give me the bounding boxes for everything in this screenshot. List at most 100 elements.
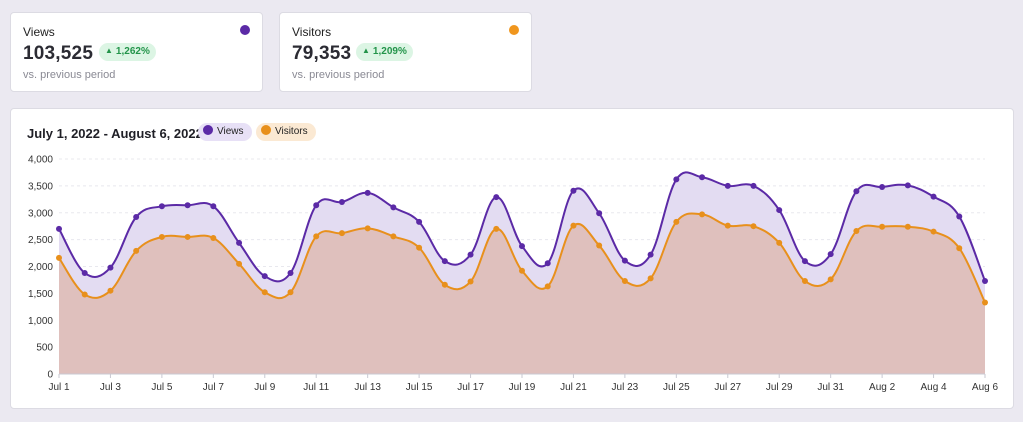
x-tick-label: Aug 2: [869, 382, 896, 393]
legend-visitors-toggle[interactable]: Visitors: [256, 123, 316, 141]
up-arrow-icon: ▲: [105, 46, 113, 55]
x-tick-label: Aug 4: [920, 382, 947, 393]
visitors-data-point: [133, 247, 140, 254]
views-data-point: [544, 260, 551, 267]
x-tick-label: Jul 13: [354, 382, 381, 393]
visitors-stat-label: Visitors: [292, 25, 332, 39]
visitors-color-dot: [509, 25, 519, 35]
x-tick-label: Jul 11: [303, 382, 329, 393]
visitors-data-point: [313, 233, 320, 240]
legend-views-toggle[interactable]: Views: [198, 123, 252, 141]
visitors-data-point: [853, 228, 860, 235]
visitors-stat-card: Visitors 79,353 ▲ 1,209% vs. previous per…: [279, 12, 532, 92]
x-tick-label: Jul 25: [663, 382, 690, 393]
visitors-data-point: [776, 239, 783, 246]
visitors-data-point: [647, 275, 654, 282]
views-data-point: [982, 278, 988, 285]
visitors-data-point: [544, 283, 551, 290]
x-tick-label: Jul 21: [560, 382, 587, 393]
y-tick-label: 500: [36, 343, 53, 354]
up-arrow-icon: ▲: [362, 46, 370, 55]
views-data-point: [956, 213, 963, 220]
y-tick-label: 1,500: [28, 289, 53, 300]
y-tick-label: 0: [47, 370, 53, 381]
views-data-point: [570, 187, 577, 194]
views-data-point: [621, 257, 628, 264]
views-data-point: [493, 194, 500, 201]
visitors-data-point: [750, 223, 757, 230]
views-data-point: [827, 251, 834, 258]
views-data-point: [107, 264, 114, 271]
views-data-point: [673, 176, 680, 183]
views-data-point: [853, 188, 860, 195]
visitors-data-point: [158, 233, 165, 240]
y-tick-label: 1,000: [28, 316, 53, 327]
views-data-point: [236, 239, 243, 246]
area-chart: 0 500 1,000 1,500 2,000 2,500 3,000 3,500 4,000 J…: [28, 155, 999, 394]
views-data-point: [647, 251, 654, 258]
views-stat-label: Views: [23, 25, 55, 39]
x-tick-label: Jul 19: [509, 382, 536, 393]
views-data-point: [184, 202, 191, 209]
visitors-stat-value: 79,353: [292, 43, 352, 64]
x-tick-label: Jul 1: [48, 382, 70, 393]
views-change-badge: ▲ 1,262%: [99, 43, 156, 61]
views-data-point: [261, 273, 268, 280]
legend-visitors-label: Visitors: [275, 126, 308, 137]
x-tick-label: Aug 6: [972, 382, 999, 393]
views-data-point: [416, 218, 423, 225]
visitors-data-point: [596, 242, 603, 249]
visitors-data-point: [982, 299, 988, 306]
chart-title: July 1, 2022 - August 6, 2022: [27, 126, 203, 141]
x-tick-label: Jul 5: [151, 382, 173, 393]
views-legend-dot: [203, 125, 213, 136]
views-data-point: [441, 258, 448, 265]
visitors-legend-dot: [261, 125, 271, 136]
visitors-data-point: [467, 278, 474, 285]
views-data-point: [133, 214, 140, 221]
visitors-data-point: [56, 254, 62, 261]
views-data-point: [313, 202, 320, 209]
views-data-point: [467, 251, 474, 258]
views-change-value: 1,262%: [115, 46, 150, 57]
x-tick-label: Jul 27: [714, 382, 741, 393]
views-data-point: [879, 183, 886, 190]
visitors-data-point: [827, 276, 834, 283]
y-tick-label: 2,500: [28, 235, 53, 246]
x-tick-label: Jul 15: [406, 382, 433, 393]
visitors-change-value: 1,209%: [372, 46, 407, 57]
visitors-data-point: [107, 287, 114, 294]
visitors-data-point: [493, 225, 500, 232]
visitors-data-point: [699, 211, 706, 218]
x-tick-label: Jul 23: [612, 382, 639, 393]
visitors-data-point: [184, 233, 191, 240]
y-tick-label: 3,000: [28, 208, 53, 219]
y-tick-label: 2,000: [28, 262, 53, 273]
visitors-data-point: [390, 233, 397, 240]
visitors-data-point: [956, 245, 963, 252]
views-data-point: [390, 204, 397, 211]
views-data-point: [287, 269, 294, 276]
views-data-point: [56, 225, 62, 232]
visitors-data-point: [879, 223, 886, 230]
visitors-data-point: [570, 222, 577, 229]
views-data-point: [699, 174, 706, 181]
views-data-point: [210, 203, 217, 210]
views-data-point: [724, 182, 731, 189]
visitors-data-point: [673, 218, 680, 225]
visitors-data-point: [441, 281, 448, 288]
views-data-point: [776, 207, 783, 214]
x-tick-label: Jul 7: [203, 382, 225, 393]
views-data-point: [801, 258, 808, 265]
views-stat-value: 103,525: [23, 43, 94, 64]
views-data-point: [81, 269, 88, 276]
visitors-change-badge: ▲ 1,209%: [356, 43, 413, 61]
chart-card: July 1, 2022 - August 6, 2022 Views Visi…: [10, 108, 1014, 409]
visitors-data-point: [364, 225, 371, 232]
legend-views-label: Views: [217, 126, 244, 137]
views-data-point: [596, 210, 603, 217]
views-data-point: [338, 199, 345, 205]
views-data-point: [904, 182, 911, 189]
visitors-data-point: [81, 291, 88, 298]
x-tick-label: Jul 31: [817, 382, 844, 393]
